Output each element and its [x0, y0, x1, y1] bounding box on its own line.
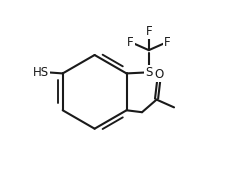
Text: O: O	[153, 69, 163, 81]
Text: F: F	[163, 35, 170, 49]
Text: F: F	[145, 25, 151, 38]
Text: F: F	[126, 35, 133, 49]
Text: S: S	[145, 66, 152, 79]
Text: HS: HS	[33, 66, 49, 79]
